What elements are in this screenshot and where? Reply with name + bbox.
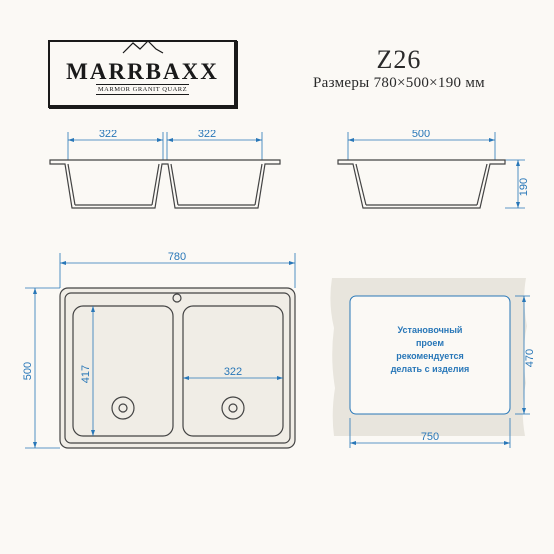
product-title: Z26 Размеры 780×500×190 мм: [284, 45, 514, 92]
rec-line-4: делать с изделия: [391, 364, 470, 374]
dim-cutout-w: 750: [421, 431, 439, 443]
top-view: 780 500 417 322: [20, 248, 310, 478]
dim-bowl-right: 322: [198, 130, 216, 140]
rec-line-1: Установочный: [398, 325, 463, 335]
rec-line-2: проем: [416, 338, 444, 348]
side-elevation: 500 190: [330, 130, 530, 220]
model-number: Z26: [284, 45, 514, 75]
dim-cutout-h: 470: [524, 349, 535, 367]
dim-depth: 190: [518, 178, 530, 196]
dim-bowl-depth: 417: [80, 365, 92, 383]
dim-top-height: 500: [22, 362, 34, 380]
brand-name: MARRBAXX: [66, 60, 219, 83]
dim-top-width: 780: [168, 251, 186, 263]
brand-logo: MARRBAXX MARMOR GRANIT QUARZ: [48, 40, 237, 108]
dimensions-text: Размеры 780×500×190 мм: [284, 75, 514, 92]
rec-line-3: рекомендуется: [396, 351, 464, 361]
dim-bowl-left: 322: [99, 130, 117, 140]
cutout-view: Установочный проем рекомендуется делать …: [320, 268, 535, 478]
front-elevation: 322 322: [30, 130, 290, 220]
dim-bowl-width: 322: [224, 366, 242, 378]
mountain-icon: [118, 40, 168, 54]
dim-side-width: 500: [412, 130, 430, 140]
brand-subtitle: MARMOR GRANIT QUARZ: [96, 84, 189, 95]
